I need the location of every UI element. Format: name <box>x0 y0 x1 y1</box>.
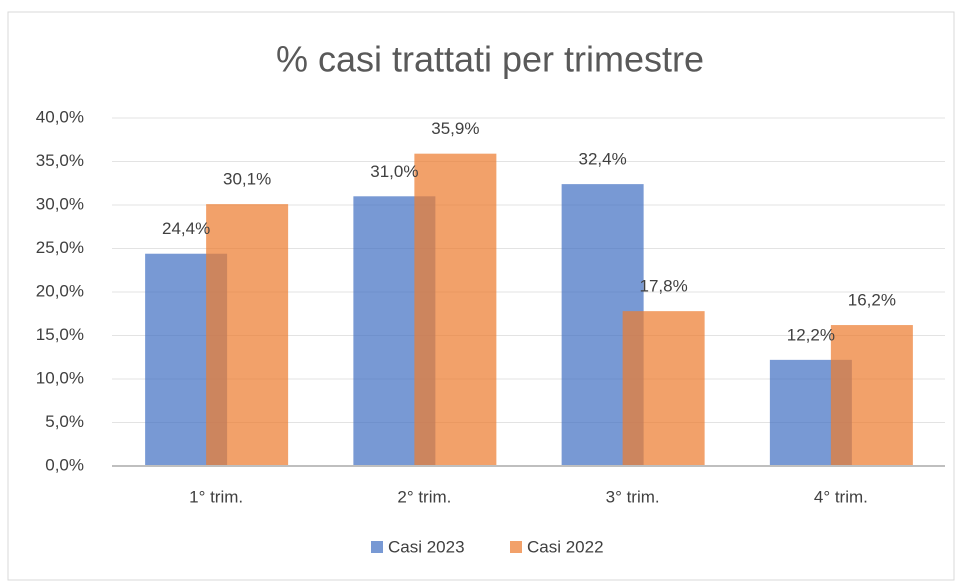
x-tick-label: 4° trim. <box>814 487 868 506</box>
data-label: 12,2% <box>787 325 835 344</box>
bar <box>414 153 497 467</box>
data-label: 30,1% <box>223 170 271 189</box>
y-tick-label: 10,0% <box>36 368 84 387</box>
y-tick-label: 25,0% <box>36 238 84 257</box>
y-tick-label: 40,0% <box>36 107 84 126</box>
y-tick-label: 0,0% <box>45 455 84 474</box>
y-tick-label: 20,0% <box>36 281 84 300</box>
data-label: 35,9% <box>431 119 479 138</box>
legend-swatch <box>510 541 522 553</box>
x-tick-label: 2° trim. <box>397 487 451 506</box>
y-tick-label: 15,0% <box>36 325 84 344</box>
x-tick-label: 3° trim. <box>606 487 660 506</box>
legend-label: Casi 2022 <box>527 537 604 556</box>
y-tick-label: 35,0% <box>36 151 84 170</box>
chart-title: % casi trattati per trimestre <box>276 39 704 80</box>
legend-swatch <box>371 541 383 553</box>
y-tick-label: 30,0% <box>36 194 84 213</box>
bar <box>622 311 705 466</box>
legend-label: Casi 2023 <box>388 537 465 556</box>
bar <box>206 204 289 466</box>
data-label: 32,4% <box>579 150 627 169</box>
data-label: 16,2% <box>848 291 896 310</box>
data-label: 31,0% <box>370 162 418 181</box>
bar <box>830 325 913 466</box>
data-label: 24,4% <box>162 219 210 238</box>
y-tick-label: 5,0% <box>45 412 84 431</box>
x-tick-label: 1° trim. <box>189 487 243 506</box>
data-label: 17,8% <box>640 277 688 296</box>
